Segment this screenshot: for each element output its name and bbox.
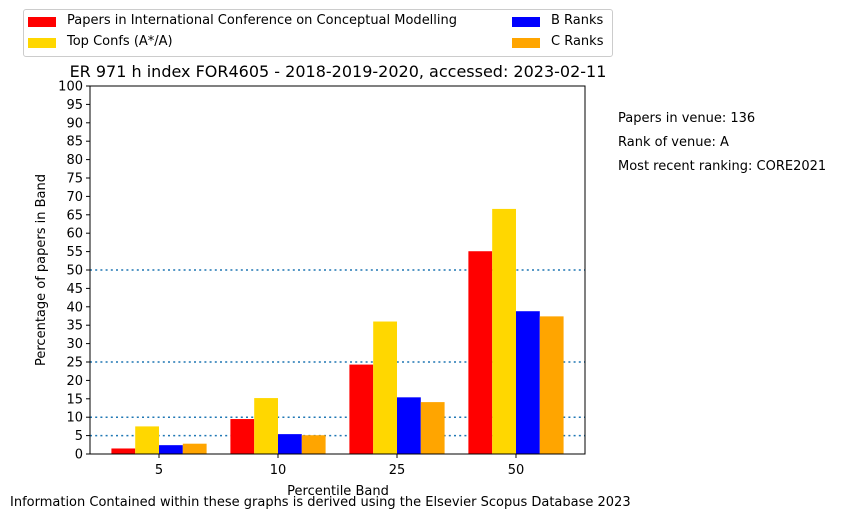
x-axis-ticks: 5 10 25 50	[155, 454, 524, 478]
bar-s0-25	[349, 364, 374, 454]
x-axis-label: Percentile Band	[287, 484, 389, 499]
y-axis-label: Percentage of papers in Band	[34, 174, 49, 366]
legend-label-top: Top Confs (A*/A)	[67, 34, 173, 49]
legend: Papers in International Conference on Co…	[23, 9, 613, 57]
bar-s2-10	[278, 434, 302, 454]
bar-s0-10	[230, 419, 255, 454]
x-tick-label: 50	[508, 463, 525, 478]
y-tick-label: 5	[75, 429, 83, 444]
legend-label-b: B Ranks	[551, 13, 604, 28]
y-tick-label: 35	[66, 319, 83, 334]
y-tick-label: 0	[75, 448, 83, 463]
bar-s3-50	[539, 316, 564, 454]
y-tick-label: 40	[66, 300, 83, 315]
data-source-footer: Information Contained within these graph…	[10, 495, 631, 510]
bar-s3-10	[301, 435, 326, 454]
legend-swatch-icc	[28, 17, 56, 27]
legend-swatch-b	[512, 17, 540, 27]
x-tick-label: 5	[155, 463, 163, 478]
bar-s2-50	[515, 311, 540, 454]
bar-s0-50	[468, 251, 493, 454]
y-tick-label: 25	[66, 356, 83, 371]
y-tick-label: 100	[58, 80, 83, 95]
chart-title: ER 971 h index FOR4605 - 2018-2019-2020,…	[70, 62, 607, 81]
bar-s2-5	[159, 445, 183, 454]
y-tick-label: 45	[66, 282, 83, 297]
bar-s1-50	[492, 208, 516, 454]
x-tick-label: 10	[270, 463, 287, 478]
bar-s3-25	[420, 402, 445, 454]
y-tick-label: 75	[66, 172, 83, 187]
y-tick-label: 95	[66, 98, 83, 113]
y-tick-label: 15	[66, 392, 83, 407]
y-axis-ticks: 0 5 10 15 20 25 30 35 40 45 50 55 60 65 70 75 80 85 90 95 10…	[58, 80, 90, 463]
bar-s0-5	[111, 448, 136, 454]
bar-s1-10	[254, 398, 279, 454]
y-tick-label: 90	[66, 116, 83, 131]
bar-s2-25	[396, 397, 421, 454]
y-tick-label: 70	[66, 190, 83, 205]
y-tick-label: 50	[66, 264, 83, 279]
y-tick-label: 20	[66, 374, 83, 389]
y-tick-label: 30	[66, 337, 83, 352]
legend-swatch-c	[512, 38, 540, 48]
y-tick-label: 65	[66, 208, 83, 223]
y-tick-label: 80	[66, 153, 83, 168]
bar-s3-5	[182, 443, 207, 454]
legend-label-c: C Ranks	[551, 34, 604, 49]
recent-ranking-note: Most recent ranking: CORE2021	[618, 159, 827, 174]
legend-label-icc: Papers in International Conference on Co…	[67, 13, 458, 28]
y-tick-label: 55	[66, 245, 83, 260]
y-tick-label: 60	[66, 227, 83, 242]
venue-rank-note: Rank of venue: A	[618, 135, 729, 150]
y-tick-label: 10	[66, 411, 83, 426]
bars	[111, 208, 564, 454]
bar-s1-5	[135, 426, 160, 454]
x-tick-label: 25	[389, 463, 406, 478]
legend-swatch-top	[28, 38, 56, 48]
y-tick-label: 85	[66, 135, 83, 150]
papers-in-venue-note: Papers in venue: 136	[618, 111, 756, 126]
bar-s1-25	[373, 321, 397, 454]
